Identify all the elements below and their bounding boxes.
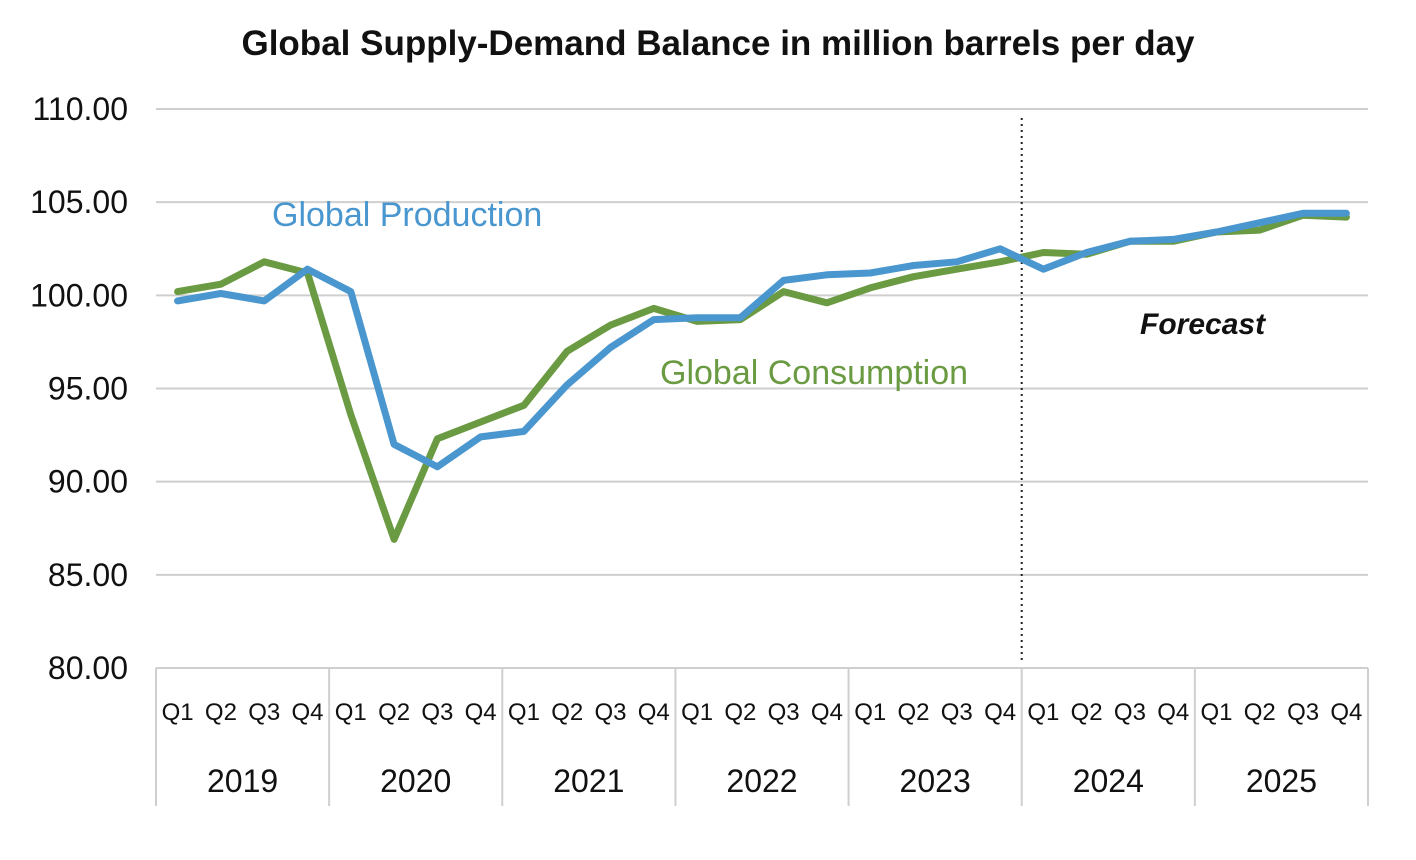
x-axis: 2019 Q1 Q2 Q3 Q4 2020 Q1 Q2 Q3 Q4 2021 Q1 Q2 Q3 Q4 2022…	[155, 668, 1369, 806]
quarter-label: Q2	[551, 699, 583, 726]
quarter-label: Q2	[1071, 699, 1103, 726]
quarter-label: Q3	[768, 699, 800, 726]
y-tick-label: 80.00	[48, 650, 128, 686]
y-tick-label: 95.00	[48, 371, 128, 407]
quarter-label: Q1	[1200, 699, 1232, 726]
quarter-label: Q2	[724, 699, 756, 726]
year-label: 2020	[380, 763, 451, 799]
quarter-label: Q1	[508, 699, 540, 726]
quarter-label: Q3	[421, 699, 453, 726]
chart-title: Global Supply-Demand Balance in million …	[241, 24, 1195, 63]
series-line-production	[174, 209, 1350, 471]
quarter-label: Q3	[1114, 699, 1146, 726]
y-axis: 80.00 85.00 90.00 95.00 100.00 105.00 110.00	[30, 91, 128, 686]
gridlines	[156, 108, 1368, 669]
quarter-label: Q3	[1287, 699, 1319, 726]
y-tick-label: 110.00	[33, 91, 129, 127]
series-group	[174, 209, 1350, 543]
quarter-label: Q4	[811, 699, 843, 726]
production-annotation: Global Production	[272, 196, 542, 234]
y-tick-label: 105.00	[30, 184, 128, 220]
quarter-label: Q1	[681, 699, 713, 726]
quarter-label: Q4	[291, 699, 323, 726]
year-label: 2023	[900, 763, 971, 799]
quarter-label: Q2	[205, 699, 237, 726]
y-tick-label: 100.00	[30, 277, 128, 313]
year-label: 2022	[726, 763, 797, 799]
y-tick-label: 85.00	[48, 557, 128, 593]
quarter-label: Q4	[638, 699, 670, 726]
consumption-annotation: Global Consumption	[660, 354, 968, 392]
year-label: 2021	[553, 763, 624, 799]
quarter-label: Q1	[162, 699, 194, 726]
quarter-label: Q2	[1244, 699, 1276, 726]
quarter-label: Q4	[1330, 699, 1362, 726]
quarter-label: Q4	[1157, 699, 1189, 726]
year-label: 2024	[1073, 763, 1144, 799]
quarter-label: Q4	[984, 699, 1016, 726]
quarter-label: Q3	[594, 699, 626, 726]
forecast-annotation: Forecast	[1140, 308, 1267, 341]
quarter-label: Q2	[897, 699, 929, 726]
y-tick-label: 90.00	[48, 464, 128, 500]
quarter-label: Q3	[941, 699, 973, 726]
quarter-label: Q1	[1027, 699, 1059, 726]
quarter-label: Q2	[378, 699, 410, 726]
quarter-label: Q1	[854, 699, 886, 726]
year-label: 2025	[1246, 763, 1317, 799]
year-label: 2019	[207, 763, 278, 799]
quarter-label: Q1	[335, 699, 367, 726]
quarter-label: Q3	[248, 699, 280, 726]
quarter-label: Q4	[465, 699, 497, 726]
